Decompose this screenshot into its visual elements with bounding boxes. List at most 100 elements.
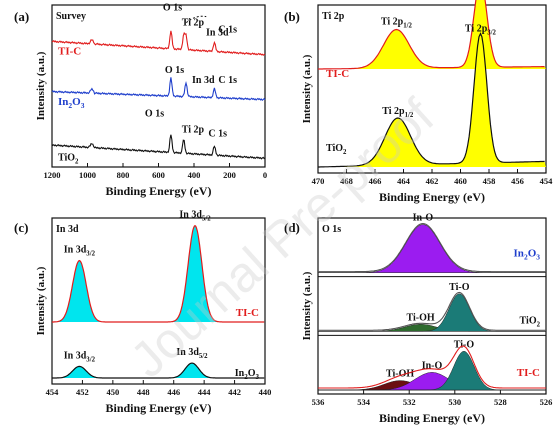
panel-c-xtick-label: 442 (228, 387, 241, 397)
panel-d-component-label: Ti-O (449, 282, 470, 293)
panel-c-xtick-label: 440 (259, 387, 272, 397)
panel-a-peak-label: C 1s (208, 128, 227, 139)
panel-c-peak-label: In 3d5/2 (176, 347, 208, 360)
panel-a-peak-label: C 1s (218, 25, 237, 36)
panel-b-ylabel: Intensity (a.u.) (301, 54, 313, 123)
panel-b-series-TiO2 (318, 32, 545, 168)
panel-b-fill-TI-C (318, 0, 546, 69)
panel-b-peak-label: Ti 2p1/2 (382, 106, 414, 119)
panel-d-xtick-label: 528 (494, 397, 507, 407)
panel-c-frame (51, 217, 266, 385)
panel-a-legend-TI-C: TI-C (58, 46, 81, 58)
panel-b-legend-TiO2: TiO2 (326, 143, 347, 156)
panel-d-frame (317, 217, 547, 395)
panel-c-series-TI-C (52, 224, 265, 323)
panel-c-xtick-label: 450 (106, 387, 119, 397)
panel-d-xtick-label: 536 (312, 397, 325, 407)
panel-d-component-label: In-O (422, 360, 443, 371)
panel-b-xtick-label: 468 (340, 176, 353, 186)
panel-d-component-In-O (317, 224, 547, 273)
panel-b: 470 468 466 464 462 460 458 456 454 Binding Energ… (284, 0, 553, 204)
panel-d-ylabel: Intensity (a.u.) (301, 271, 313, 340)
panel-a-series-TiO2 (51, 134, 266, 160)
panel-a-xtick-label: 1200 (44, 170, 61, 180)
panel-b-xtick-label: 464 (397, 176, 411, 186)
panel-a-label: (a) (14, 9, 29, 24)
panel-d-component-Ti-O (317, 293, 547, 332)
panel-c-xtick-label: 448 (137, 387, 150, 397)
panel-b-peak-label: Ti 2p1/2 (381, 16, 413, 29)
panel-a-xlabel: Binding Energy (eV) (105, 184, 211, 198)
panel-d-envelope-In2O3 (318, 223, 546, 273)
panel-c-xtick-label: 454 (46, 387, 60, 397)
panel-b-xtick-label: 466 (369, 176, 382, 186)
panel-d: 536 534 532 530 528 526 Binding Energy (eV) Int… (284, 213, 552, 425)
panel-a: 1200 1000 800 600 400 200 0 Binding Energy (eV)… (14, 3, 267, 198)
panel-c-xtick-label: 452 (76, 387, 89, 397)
panel-c: 454 452 450 448 446 444 442 440 Binding Energy (… (14, 210, 271, 415)
panel-b-xtick-label: 470 (312, 176, 325, 186)
panel-d-legend-TiO2: TiO2 (520, 315, 541, 328)
panel-d-envelope-TiO2 (318, 291, 546, 331)
panel-b-legend-TI-C: TI-C (326, 68, 349, 80)
panel-a-peak-label: In 3d (192, 75, 215, 86)
panel-d-component-label: Ti-O (454, 339, 475, 350)
panel-a-series-In2O3 (51, 77, 266, 101)
panel-d-xtick-label: 530 (448, 397, 461, 407)
panel-b-xtick-label: 456 (511, 176, 524, 186)
panel-a-peak-label: Ti 2p (182, 124, 205, 135)
panel-a-peak-label: Ti 2p (182, 18, 205, 29)
panel-d-legend-TI-C: TI-C (517, 367, 540, 379)
panel-a-title: Survey (56, 11, 86, 22)
panel-d-legend-In2O3: In2O3 (514, 248, 541, 262)
panel-d-component-label: In-O (413, 213, 434, 224)
panel-a-ylabel: Intensity (a.u.) (35, 51, 47, 120)
panel-a-peak-label: O 1s (145, 108, 164, 119)
panel-d-xtick-label: 532 (403, 397, 416, 407)
panel-a-arrow (185, 15, 207, 24)
watermark: Journal Pre-proof (120, 88, 445, 388)
panel-b-label: (b) (284, 9, 300, 24)
panel-d-xtick-label: 526 (540, 397, 553, 407)
panel-c-legend-In2O3: In2O3 (235, 368, 260, 381)
panel-a-peak-label: O 1s (163, 3, 182, 14)
panel-b-xtick-label: 454 (540, 176, 554, 186)
panel-c-xlabel: Binding Energy (eV) (105, 401, 211, 415)
panel-d-component-label: Ti-OH (386, 369, 414, 380)
panel-a-series-TI-C (51, 30, 266, 56)
panel-b-xlabel: Binding Energy (eV) (379, 190, 485, 204)
panel-a-legend-In2O3: In2O3 (58, 96, 85, 110)
panel-c-xtick-label: 446 (167, 387, 180, 397)
panel-a-peak-label: In 3d (206, 28, 229, 39)
panel-d-envelope-TI-C (318, 345, 546, 389)
panel-b-xtick-label: 460 (454, 176, 467, 186)
panel-d-title: O 1s (322, 224, 341, 235)
panel-a-xtick-label: 200 (223, 170, 236, 180)
panel-a-peak-label: C 1s (218, 75, 237, 86)
panel-c-peak-label: In 3d3/2 (64, 350, 96, 363)
panel-a-xtick-label: 1000 (79, 170, 96, 180)
panel-d-component-label: Ti-OH (407, 312, 435, 323)
panel-b-xtick-label: 462 (426, 176, 439, 186)
panel-b-series-TI-C (318, 0, 545, 70)
panel-d-xlabel: Binding Energy (eV) (379, 411, 485, 425)
panel-d-label: (d) (284, 220, 300, 235)
panel-b-fill-TiO2 (318, 33, 546, 167)
panel-c-label: (c) (14, 220, 28, 235)
panel-c-legend-TI-C: TI-C (236, 307, 259, 319)
panel-c-fill-In2O3 (52, 363, 265, 378)
panel-c-peak-label: In 3d5/2 (179, 210, 211, 223)
panel-c-peak-label: In 3d3/2 (64, 245, 96, 258)
panel-c-xtick-label: 444 (198, 387, 212, 397)
panel-b-title: Ti 2p (322, 11, 345, 22)
panel-b-peak-label: Ti 2p3/2 (465, 24, 497, 37)
panel-a-xtick-label: 0 (263, 170, 267, 180)
panel-c-title: In 3d (56, 224, 79, 235)
panel-a-legend-TiO2: TiO2 (58, 152, 79, 165)
panel-a-xtick-label: 400 (188, 170, 201, 180)
panel-d-component-Ti-O (318, 351, 546, 391)
panel-c-ylabel: Intensity (a.u.) (35, 266, 47, 335)
panel-a-xtick-label: 600 (152, 170, 165, 180)
panel-c-fill-TI-C (52, 225, 265, 322)
panel-b-xtick-label: 458 (483, 176, 496, 186)
